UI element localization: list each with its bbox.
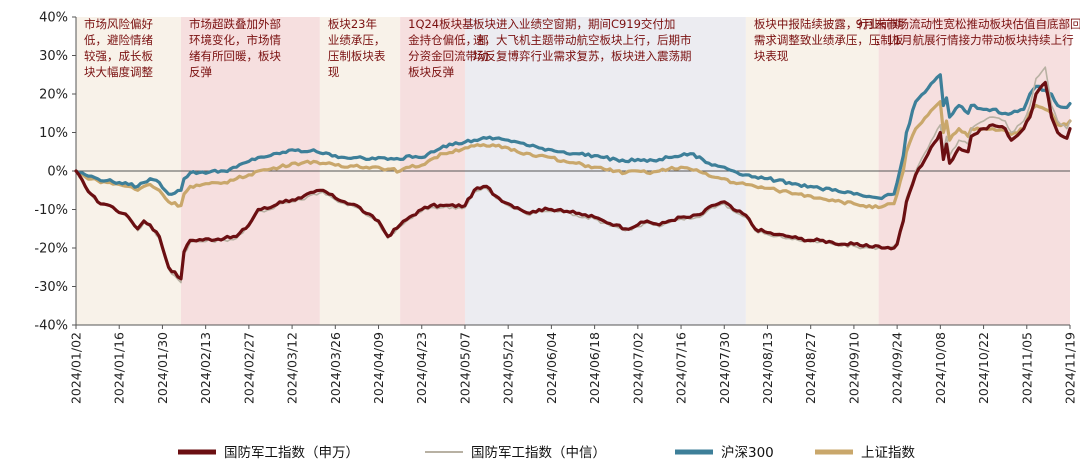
x-tick-label: 2024/11/05 bbox=[1019, 332, 1034, 404]
y-tick-label: -20% bbox=[34, 242, 68, 257]
x-tick-label: 2024/06/18 bbox=[587, 332, 602, 404]
legend-label-1: 国防军工指数（中信） bbox=[471, 445, 606, 461]
y-tick-label: -10% bbox=[34, 203, 68, 218]
legend-label-0: 国防军工指数（申万） bbox=[224, 445, 359, 461]
band-annotation-text: 场反复博弈行业需求复苏，板块进入震荡期 bbox=[473, 49, 692, 63]
y-tick-label: 0% bbox=[47, 165, 68, 180]
y-tick-label: 20% bbox=[39, 88, 68, 103]
x-tick-label: 2024/07/02 bbox=[630, 332, 645, 404]
x-tick-label: 2024/05/07 bbox=[457, 332, 472, 404]
band-annotation-text: 板块中报陆续披露，行业前期 bbox=[754, 17, 904, 31]
y-tick-label: -40% bbox=[34, 319, 68, 334]
x-tick-label: 2024/02/27 bbox=[241, 332, 256, 404]
band-annotation-text: 速，大飞机主题带动航空板块上行，后期市 bbox=[473, 33, 692, 47]
band-annotation-text: 低，避险情绪 bbox=[84, 33, 153, 47]
band-annotation-text: 1Q24板块基 bbox=[408, 17, 474, 31]
x-tick-label: 2024/05/21 bbox=[501, 332, 516, 404]
band-annotation-text: 块表现 bbox=[754, 49, 789, 63]
band-annotation-text: 业绩承压， bbox=[328, 33, 386, 47]
band-annotation-text: 环境变化，市场情 bbox=[189, 33, 281, 47]
band-annotation-text: 市场风险偏好 bbox=[84, 17, 153, 31]
band-annotation-text: 现 bbox=[328, 65, 340, 79]
x-tick-label: 2024/06/04 bbox=[544, 332, 559, 404]
band-annotation-text: 板块反弹 bbox=[408, 65, 454, 79]
y-tick-label: 30% bbox=[39, 49, 68, 64]
series-lines bbox=[74, 66, 1072, 284]
x-tick-label: 2024/03/26 bbox=[328, 332, 343, 404]
series-line-0 bbox=[74, 80, 1072, 281]
band-annotation-text: 较强，成长板 bbox=[84, 49, 153, 63]
x-tick-label: 2024/10/08 bbox=[933, 332, 948, 404]
band-annotation-text: 金持仓偏低，部 bbox=[408, 33, 489, 47]
y-tick-label: -30% bbox=[34, 280, 68, 295]
legend: 国防军工指数（申万） 国防军工指数（中信） 沪深300 上证指数 bbox=[178, 445, 915, 461]
series-line-2 bbox=[74, 73, 1072, 201]
band-annotation-text: 9月末市场流动性宽松推动板块估值自底部回升 bbox=[856, 17, 1080, 31]
x-tick-label: 2024/02/13 bbox=[198, 332, 213, 404]
x-tick-label: 2024/07/16 bbox=[674, 332, 689, 404]
band-annotation-text: 分资金回流带动 bbox=[408, 49, 489, 63]
x-tick-label: 2024/07/30 bbox=[717, 332, 732, 404]
band-annotation-text: 板块23年 bbox=[328, 17, 377, 31]
band-annotation-text: 绪有所回暖，板块 bbox=[189, 49, 281, 63]
x-tick-label: 2024/08/13 bbox=[760, 332, 775, 404]
band-annotation-text: 板块进入业绩空窗期，期间C919交付加 bbox=[473, 17, 675, 31]
band-annotation-text: 市场超跌叠加外部 bbox=[189, 17, 281, 31]
x-tick-label: 2024/09/10 bbox=[846, 332, 861, 404]
x-tick-label: 2024/08/27 bbox=[803, 332, 818, 404]
legend-label-2: 沪深300 bbox=[721, 445, 774, 461]
series-line-3 bbox=[74, 100, 1072, 210]
band-annotation-text: 反弹 bbox=[189, 65, 212, 79]
band-annotation-text: 块大幅度调整 bbox=[84, 65, 153, 79]
band-annotation-text: 压制板块表 bbox=[328, 49, 386, 63]
band-annotation-text: 需求调整致业绩承压，压制板 bbox=[754, 33, 904, 47]
x-tick-label: 2024/01/16 bbox=[112, 332, 127, 404]
legend-label-3: 上证指数 bbox=[861, 445, 915, 461]
x-tick-label: 2024/01/30 bbox=[155, 332, 170, 404]
x-tick-label: 2024/04/23 bbox=[414, 332, 429, 404]
x-tick-label: 2024/11/19 bbox=[1063, 332, 1078, 404]
x-tick-label: 2024/04/09 bbox=[371, 332, 386, 404]
x-tick-label: 2024/09/24 bbox=[890, 332, 905, 404]
band-annotation-text: ，11月航展行情接力带动板块持续上行 bbox=[875, 33, 1074, 47]
x-tick-label: 2024/10/22 bbox=[976, 332, 991, 404]
y-tick-label: 10% bbox=[39, 126, 68, 141]
x-axis: 2024/01/02 2024/01/16 2024/01/30 2024/02/13… bbox=[69, 324, 1078, 404]
x-tick-label: 2024/03/12 bbox=[285, 332, 300, 404]
x-tick-label: 2024/01/02 bbox=[69, 332, 84, 404]
y-tick-label: 40% bbox=[39, 11, 68, 26]
